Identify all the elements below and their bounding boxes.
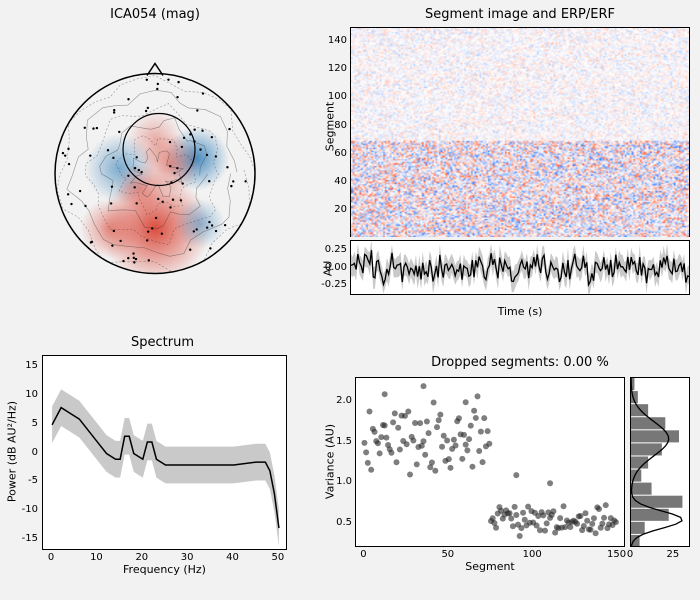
- segimg-heatmap: [350, 27, 690, 237]
- segimg-panel: Segment image and ERP/ERF Segment 204060…: [300, 5, 695, 240]
- variance-panel: Dropped segments: 0.00 % Variance (AU) 0…: [310, 355, 700, 595]
- spectrum-xlabel: Frequency (Hz): [42, 563, 287, 576]
- topomap-title: ICA054 (mag): [10, 7, 300, 22]
- topomap-plot: [10, 25, 300, 295]
- spectrum-plot: [42, 355, 287, 550]
- variance-title: Dropped segments: 0.00 %: [355, 355, 685, 370]
- variance-xlabel: Segment: [355, 560, 625, 573]
- variance-ylabel: Variance (AU): [324, 412, 337, 512]
- variance-histogram: [630, 377, 690, 547]
- topomap-panel: ICA054 (mag): [10, 5, 300, 295]
- erp-plot: [350, 240, 690, 295]
- erp-xlabel: Time (s): [350, 305, 690, 318]
- segimg-title: Segment image and ERP/ERF: [350, 7, 690, 22]
- variance-scatter: [355, 377, 625, 547]
- spectrum-title: Spectrum: [40, 335, 285, 350]
- erp-panel: AU -0.250.000.25 Time (s): [300, 237, 695, 327]
- spectrum-panel: Spectrum Power (dB AU²/Hz) 01020304050 -…: [0, 335, 300, 595]
